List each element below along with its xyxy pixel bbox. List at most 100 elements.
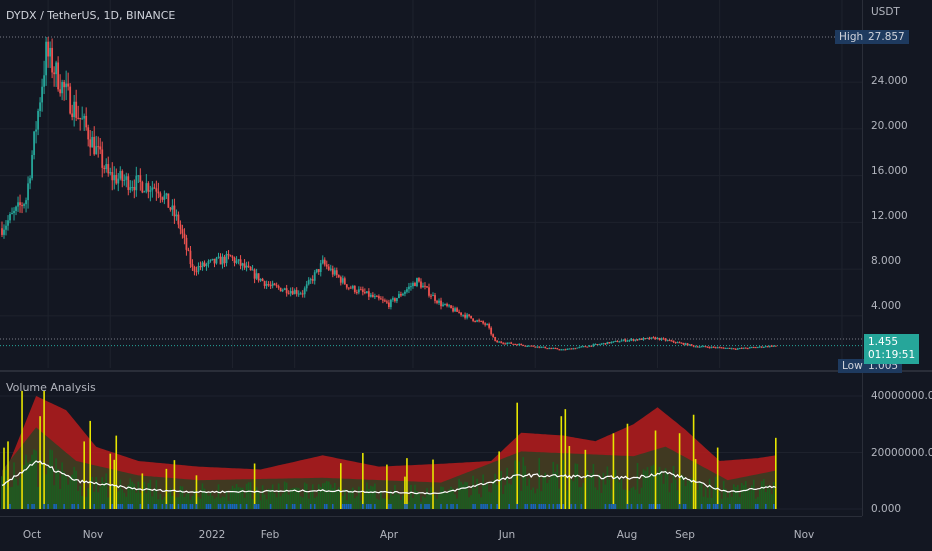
candle-body <box>718 347 721 349</box>
volume-bar <box>147 483 150 509</box>
volume-bar-base <box>440 504 442 509</box>
volume-bar-base <box>532 504 535 509</box>
candle-body <box>396 297 398 302</box>
price-axis[interactable]: USDT 24.000 20.000 16.000 12.000 8.000 4… <box>862 0 932 516</box>
time-axis[interactable] <box>0 516 862 551</box>
volume-bar <box>674 479 677 509</box>
candle-body <box>375 296 378 298</box>
candle-body <box>193 266 196 272</box>
volume-bar <box>400 499 402 509</box>
volume-bar <box>307 498 310 509</box>
volume-bar-base <box>570 504 573 509</box>
volume-bar <box>101 477 104 509</box>
candle-body <box>63 81 66 88</box>
volume-bar-base <box>147 504 150 509</box>
candle-body <box>584 346 587 348</box>
candle-body <box>31 154 33 179</box>
candle-body <box>612 341 615 343</box>
candle-body <box>508 342 511 344</box>
candle-body <box>311 279 314 281</box>
volume-bar-base <box>291 504 294 509</box>
candle-body <box>544 346 547 349</box>
candle-body <box>301 293 304 295</box>
candle-body <box>101 149 104 168</box>
candle-body <box>239 259 242 266</box>
volume-bar <box>121 489 124 509</box>
volume-bar <box>604 484 607 509</box>
symbol-legend[interactable]: DYDX / TetherUS, 1D, BINANCE <box>6 9 176 22</box>
volume-bar <box>113 459 116 509</box>
volume-bar <box>183 497 186 509</box>
candle-body <box>754 347 757 349</box>
candle-body <box>29 178 31 184</box>
pane-separator[interactable] <box>0 370 932 372</box>
candle-body <box>167 193 170 208</box>
volume-bar <box>169 488 172 509</box>
volume-bar <box>293 487 296 509</box>
volume-bar-base <box>139 504 142 509</box>
candle-body <box>756 347 759 349</box>
volume-bar-base <box>542 504 545 509</box>
candle-body <box>37 110 39 130</box>
volume-bar <box>426 488 428 509</box>
candle-body <box>416 278 418 287</box>
candle-body <box>600 343 603 345</box>
volume-bar <box>422 496 424 509</box>
candle-body <box>271 283 274 286</box>
volume-bar-base <box>183 504 186 509</box>
volume-bar <box>217 484 220 509</box>
volume-bar <box>546 483 549 509</box>
candle-body <box>750 347 753 349</box>
volume-bar <box>444 491 446 509</box>
volume-bar <box>384 498 386 509</box>
volume-bar <box>145 493 148 509</box>
volume-bar-base <box>31 504 33 509</box>
volume-bar-base <box>370 504 372 509</box>
volume-bar <box>416 490 418 509</box>
candle-body <box>305 284 308 289</box>
volume-bar <box>348 490 350 509</box>
volume-bar-base <box>331 504 334 509</box>
volume-bar <box>466 482 468 509</box>
volume-bar-base <box>209 504 212 509</box>
volume-bar-base <box>325 504 328 509</box>
candle-body <box>381 299 384 301</box>
volume-bar <box>57 468 59 509</box>
price-pane[interactable] <box>0 0 862 368</box>
volume-chart[interactable] <box>0 376 862 516</box>
volume-pane[interactable] <box>0 376 862 516</box>
candle-body <box>327 266 330 270</box>
candle-body <box>47 41 50 57</box>
volume-bar <box>21 390 23 509</box>
volume-bar <box>59 488 61 509</box>
volume-bar <box>758 489 761 509</box>
candle-body <box>91 136 94 148</box>
volume-bar <box>255 487 258 509</box>
volume-bar <box>656 472 659 509</box>
candle-body <box>115 174 118 184</box>
volume-bar <box>327 481 330 509</box>
volume-bar <box>726 497 729 509</box>
candle-body <box>624 339 627 342</box>
volume-bar-base <box>406 504 408 509</box>
volume-bar <box>7 441 9 509</box>
volume-indicator-legend[interactable]: Volume Analysis <box>6 381 96 394</box>
volume-bar <box>684 485 687 509</box>
volume-bar-base <box>524 504 527 509</box>
candle-body <box>191 264 194 267</box>
candle-body <box>289 291 292 294</box>
candle-body <box>281 289 284 292</box>
price-chart[interactable] <box>0 0 862 368</box>
time-tick-label: Feb <box>260 529 280 541</box>
volume-bar <box>309 491 312 509</box>
candle-body <box>426 286 428 288</box>
volume-bar <box>396 493 398 509</box>
volume-bar <box>19 477 21 509</box>
volume-bar <box>211 495 214 509</box>
volume-bar <box>135 492 138 509</box>
candle-body <box>422 285 424 288</box>
candle-body <box>385 301 388 303</box>
volume-bar <box>734 486 737 509</box>
candle-body <box>512 343 515 345</box>
candle-body <box>373 296 376 298</box>
